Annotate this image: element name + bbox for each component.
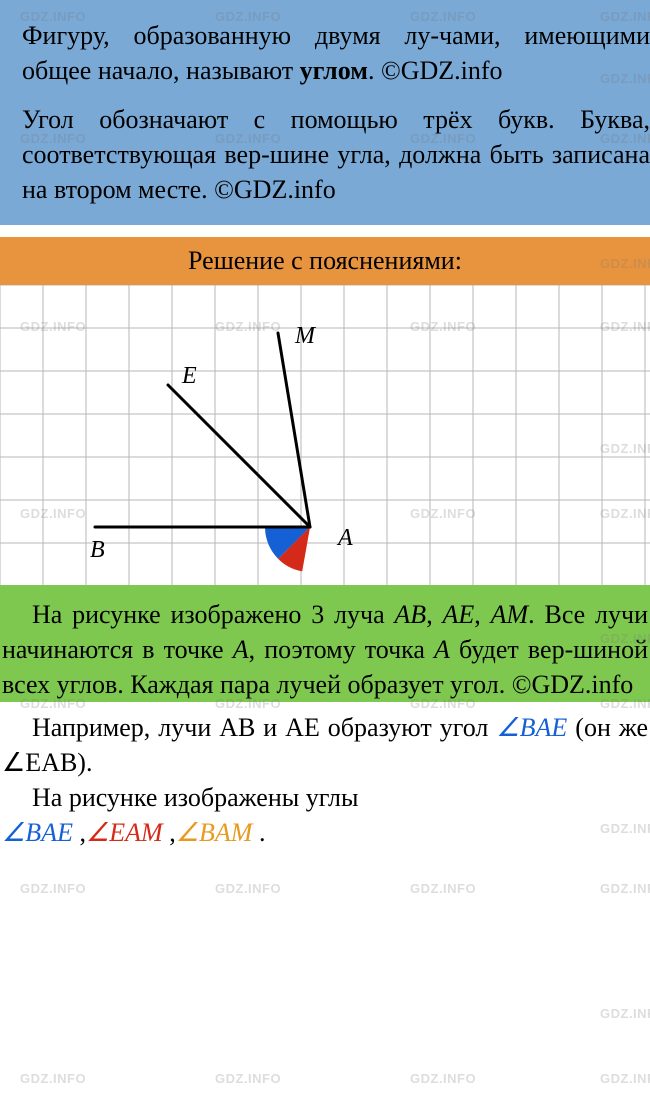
definition-p1-suffix: . ©GDZ.info [368,56,503,85]
definition-block: Фигуру, образованную двумя лу-чами, имею… [0,0,650,225]
svg-text:B: B [90,537,105,563]
definition-p2: Угол обозначают с помощью трёх букв. Бук… [22,102,650,207]
angle-diagram: A B E M [0,285,650,585]
angle-bae: ∠BAE [2,818,79,847]
explanation-block: На рисунке изображено 3 луча AB, AE, AM.… [0,585,650,702]
explanation-p1: На рисунке изображено 3 луча AB, AE, AM.… [0,597,650,702]
angle-eam: ∠EAM [86,818,169,847]
svg-text:A: A [336,525,353,551]
angle-bam: ∠BAM [176,818,259,847]
svg-text:M: M [294,323,317,349]
angle-bae-blue: ∠BAE [496,713,567,742]
diagram-area: A B E M [0,285,650,585]
definition-p1: Фигуру, образованную двумя лу-чами, имею… [22,18,650,88]
definition-p1-bold: углом [300,56,368,85]
solution-header: Решение с пояснениями: [0,237,650,284]
solution-header-text: Решение с пояснениями: [188,246,462,275]
example-block: Например, лучи AB и AE образуют угол ∠BA… [0,702,650,858]
example-p1: Например, лучи AB и AE образуют угол ∠BA… [0,710,650,780]
example-p2: На рисунке изображены углы ∠BAE ,∠EAM ,∠… [0,780,650,850]
svg-text:E: E [181,363,197,389]
